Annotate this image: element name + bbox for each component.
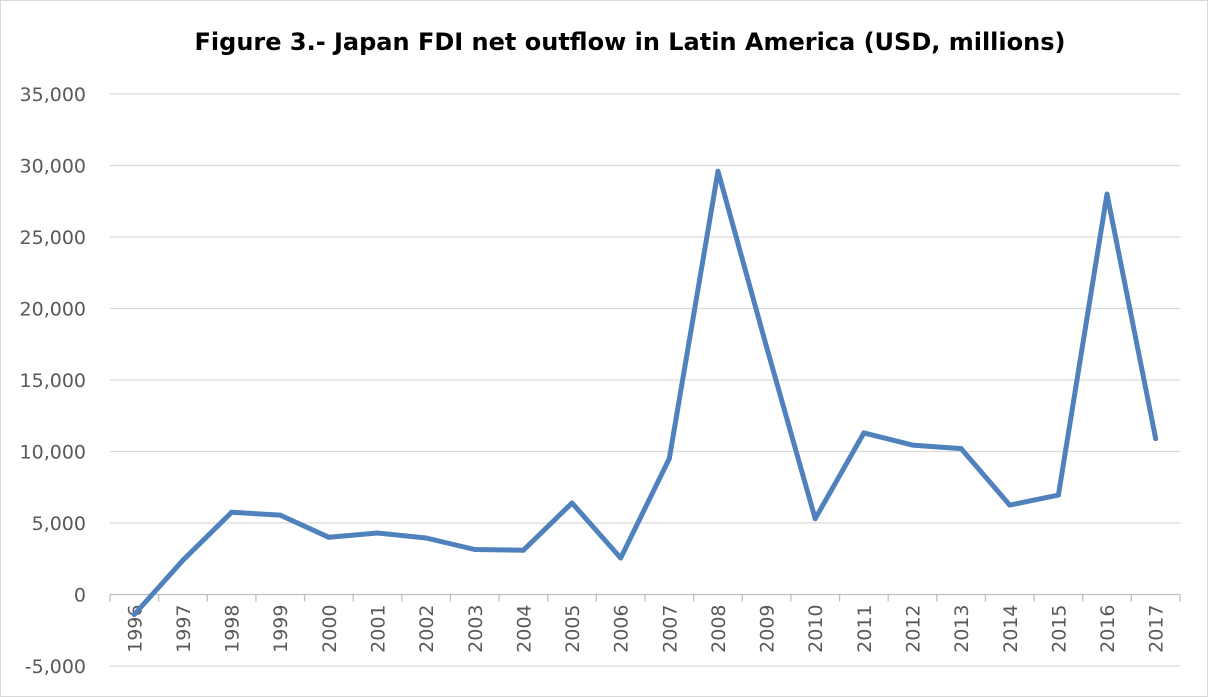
data-point — [1055, 492, 1061, 498]
x-tick-label: 2000 — [319, 605, 341, 653]
data-point — [569, 500, 575, 506]
x-tick-label: 2004 — [513, 605, 535, 653]
data-point — [666, 456, 672, 462]
x-tick-label: 2006 — [611, 605, 633, 653]
x-tick-label: 1996 — [124, 605, 146, 653]
data-point — [1007, 502, 1013, 508]
x-tick-label: 2017 — [1146, 605, 1168, 653]
x-tick-label: 2013 — [951, 605, 973, 653]
data-point — [326, 534, 332, 540]
x-tick-label: 1998 — [222, 605, 244, 653]
x-tick-label: 2005 — [562, 605, 584, 653]
x-tick-label: 2016 — [1097, 605, 1119, 653]
x-tick-label: 1999 — [270, 605, 292, 653]
data-point — [812, 516, 818, 522]
data-point — [229, 509, 235, 515]
data-point — [1104, 191, 1110, 197]
y-tick-label: -5,000 — [25, 656, 86, 678]
series-line — [131, 168, 1159, 617]
x-tick-label: 2011 — [854, 605, 876, 653]
data-point — [423, 535, 429, 541]
data-point — [764, 344, 770, 350]
y-tick-label: 5,000 — [32, 513, 86, 535]
data-point — [131, 612, 137, 618]
data-point — [715, 168, 721, 174]
chart-title: Figure 3.- Japan FDI net outflow in Lati… — [194, 28, 1066, 56]
y-tick-label: 15,000 — [20, 370, 86, 392]
x-tick-label: 2010 — [805, 605, 827, 653]
x-tick-label: 2009 — [757, 605, 779, 653]
data-point — [375, 530, 380, 536]
data-point — [618, 555, 624, 561]
x-tick-label: 2012 — [903, 605, 925, 653]
y-tick-label: 35,000 — [20, 84, 86, 106]
y-tick-label: 20,000 — [20, 299, 86, 321]
x-tick-label: 2001 — [368, 605, 390, 653]
x-tick-label: 2015 — [1048, 605, 1070, 653]
y-tick-label: 10,000 — [20, 442, 86, 464]
x-tick-label: 2003 — [465, 605, 487, 653]
x-tick-label: 2008 — [708, 605, 730, 653]
data-point — [180, 557, 186, 563]
x-tick-label: 2002 — [416, 605, 438, 653]
y-tick-label: 0 — [74, 585, 86, 607]
x-tick-label: 2007 — [659, 605, 681, 653]
data-point — [520, 547, 526, 553]
x-tick-label: 1997 — [173, 605, 195, 653]
data-point — [472, 546, 478, 552]
y-tick-label: 30,000 — [20, 156, 86, 178]
x-tick-label: 2014 — [1000, 605, 1022, 653]
data-point — [958, 446, 964, 452]
data-point — [277, 512, 283, 518]
data-point — [910, 442, 915, 448]
data-point — [1153, 436, 1159, 442]
data-point — [861, 430, 867, 436]
y-tick-label: 25,000 — [20, 227, 86, 249]
